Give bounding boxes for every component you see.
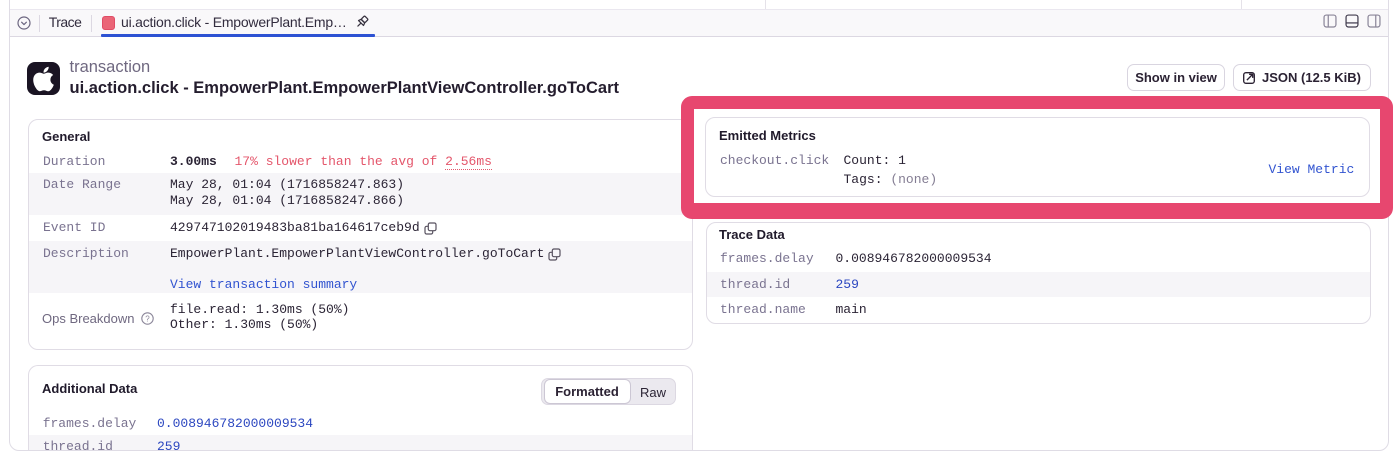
svg-text:?: ? [145,314,150,323]
